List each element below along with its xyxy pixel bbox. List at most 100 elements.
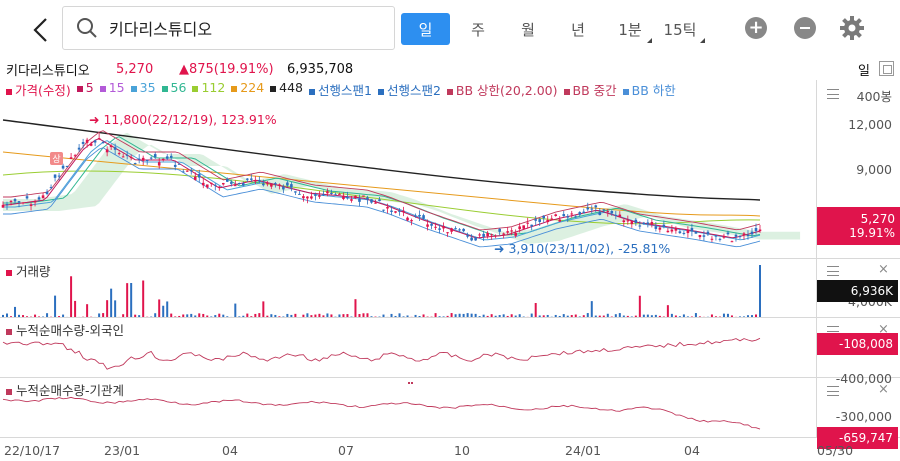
- inst-panel-menu-icon[interactable]: [827, 386, 839, 396]
- candle-body: [582, 211, 586, 214]
- candle-body: [157, 162, 161, 166]
- period-tab-year[interactable]: 년: [571, 20, 585, 39]
- back-button[interactable]: [22, 12, 58, 48]
- volume-bar: [462, 313, 465, 317]
- candle-body: [25, 196, 29, 199]
- zoom-in-button[interactable]: +: [745, 17, 767, 39]
- candle-body: [9, 200, 13, 202]
- volume-panel-close-icon[interactable]: ×: [878, 262, 889, 277]
- candle-body: [254, 180, 257, 182]
- volume-bar: [414, 314, 417, 317]
- volume-bar: [574, 314, 577, 317]
- panel-divider: [0, 377, 900, 378]
- candle-body: [470, 237, 473, 241]
- volume-bar: [674, 315, 677, 317]
- volume-bar: [130, 283, 133, 317]
- candle-body: [430, 223, 433, 226]
- candle-body: [474, 237, 477, 241]
- volume-bar: [630, 316, 633, 317]
- candle-body: [562, 214, 566, 217]
- volume-bar: [658, 315, 661, 317]
- volume-bar: [354, 299, 357, 317]
- volume-bar: [98, 313, 101, 317]
- candle-body: [434, 226, 437, 228]
- stock-chart[interactable]: [0, 80, 816, 437]
- stock-search-field[interactable]: 키다리스튜디오: [62, 6, 395, 50]
- foreign-panel-close-icon[interactable]: ×: [878, 322, 889, 337]
- expand-window-icon[interactable]: [879, 61, 894, 76]
- candle-body: [129, 157, 133, 159]
- legend-label: 448: [279, 80, 304, 95]
- volume-panel-menu-icon[interactable]: [827, 266, 839, 276]
- candle-body: [450, 228, 453, 232]
- candle-body: [402, 210, 405, 212]
- legend-label: 선행스팬1: [318, 83, 372, 98]
- candle-body: [530, 224, 533, 227]
- ma-448-line: [2, 119, 761, 201]
- candle-body: [694, 231, 698, 234]
- candle-body: [418, 214, 421, 217]
- candle-body: [230, 182, 233, 184]
- legend-item: 35: [130, 80, 156, 99]
- period-tab-day[interactable]: 일: [401, 13, 450, 45]
- candle-body: [97, 138, 101, 140]
- candle-body: [678, 231, 682, 234]
- period-tab-month[interactable]: 월: [521, 20, 535, 39]
- volume-bar: [534, 303, 537, 317]
- candle-body: [201, 182, 205, 186]
- volume-bar: [254, 313, 257, 317]
- volume-bar: [278, 316, 281, 317]
- volume-bar: [318, 313, 321, 317]
- candle-body: [686, 229, 690, 234]
- inst-panel-close-icon[interactable]: ×: [878, 382, 889, 397]
- period-tab-minute[interactable]: 1분: [616, 13, 652, 45]
- candle-body: [121, 156, 125, 158]
- volume-bar: [54, 295, 57, 317]
- legend-swatch: [270, 85, 277, 92]
- price-panel-menu-icon[interactable]: [827, 89, 839, 99]
- candle-body: [81, 142, 85, 144]
- legend-swatch: [130, 85, 137, 92]
- volume-bar: [490, 314, 493, 317]
- period-tab-tick[interactable]: 15틱: [663, 13, 705, 45]
- candle-body: [526, 222, 529, 224]
- volume-bar: [698, 316, 701, 317]
- volume-bar: [190, 313, 193, 317]
- legend-item: 112: [192, 80, 225, 99]
- volume-bar: [694, 313, 697, 317]
- current-price: 5,270: [116, 61, 154, 77]
- volume-bar: [102, 313, 105, 317]
- volume-bar: [310, 315, 313, 317]
- candle-body: [41, 195, 45, 199]
- settings-gear-icon[interactable]: [839, 15, 865, 41]
- volume-bar: [182, 314, 185, 317]
- legend-swatch: [309, 88, 316, 95]
- candle-body: [294, 191, 297, 193]
- back-arrow-icon: [33, 18, 47, 42]
- price-change: ▲875(19.91%): [179, 61, 274, 77]
- volume-bar: [282, 316, 285, 317]
- candle-body: [514, 233, 517, 236]
- volume-bar: [642, 314, 645, 317]
- marker-dot: [411, 382, 413, 384]
- volume-bar: [194, 315, 197, 317]
- legend-item: 가격(수정): [6, 80, 71, 99]
- candle-body: [61, 165, 65, 169]
- tag-price: 5,270: [860, 212, 895, 226]
- candle-body: [610, 210, 614, 214]
- volume-bar: [650, 315, 653, 317]
- volume-bar: [314, 314, 317, 317]
- volume-bar: [338, 314, 341, 317]
- candle-body: [125, 154, 129, 156]
- candle-body: [105, 149, 109, 153]
- period-tab-week[interactable]: 주: [471, 20, 485, 39]
- candle-body: [722, 236, 726, 238]
- candle-body: [282, 186, 285, 190]
- zoom-out-button[interactable]: [794, 17, 816, 39]
- candle-body: [13, 199, 17, 202]
- candle-body: [1, 204, 5, 208]
- candle-body: [221, 182, 225, 185]
- volume-bar: [530, 313, 533, 317]
- candle-body: [181, 171, 185, 173]
- volume-bar: [442, 316, 445, 317]
